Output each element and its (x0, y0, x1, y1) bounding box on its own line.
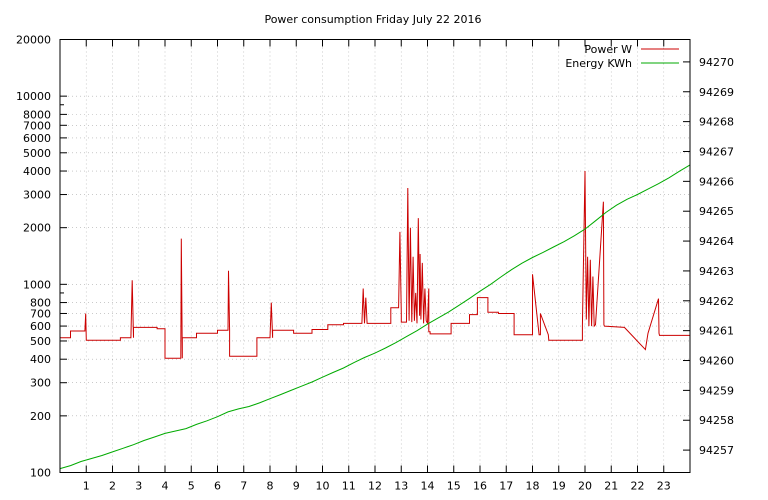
y2-tick-label: 94266 (699, 175, 734, 188)
x-tick-label: 17 (499, 480, 513, 493)
x-tick-label: 2 (109, 480, 116, 493)
y2-tick-label: 94270 (699, 56, 734, 69)
y2-tick-label: 94260 (699, 355, 734, 368)
y-tick-label: 5000 (23, 147, 51, 160)
legend: Power W Energy KWh (565, 43, 679, 70)
y2-tick-label: 94261 (699, 325, 734, 338)
y2-tick-label: 94257 (699, 444, 734, 457)
y2-tick-label: 94259 (699, 384, 734, 397)
y-tick-label: 100 (30, 467, 51, 480)
y2-tick-label: 94264 (699, 235, 734, 248)
y-tick-label: 7000 (23, 119, 51, 132)
x-tick-label: 1 (83, 480, 90, 493)
y2-tick-label: 94262 (699, 295, 734, 308)
y-tick-label: 300 (30, 377, 51, 390)
y2-tick-label: 94269 (699, 86, 734, 99)
y-tick-label: 3000 (23, 189, 51, 202)
x-tick-label: 12 (368, 480, 382, 493)
x-tick-label: 7 (240, 480, 247, 493)
y2-tick-label: 94268 (699, 116, 734, 129)
x-tick-label: 18 (526, 480, 540, 493)
x-tick-label: 4 (162, 480, 169, 493)
x-tick-label: 23 (657, 480, 671, 493)
y-tick-label: 4000 (23, 165, 51, 178)
grid (60, 39, 690, 473)
x-tick-label: 10 (316, 480, 330, 493)
y-tick-label: 600 (30, 320, 51, 333)
y-tick-label: 500 (30, 335, 51, 348)
x-tick-label: 19 (552, 480, 566, 493)
legend-label-power: Power W (584, 43, 632, 56)
y-tick-label: 8000 (23, 108, 51, 121)
y-tick-label: 6000 (23, 132, 51, 145)
y2-tick-label: 94263 (699, 265, 734, 278)
y2-tick-label: 94267 (699, 145, 734, 158)
y-tick-label: 10000 (16, 90, 51, 103)
x-tick-label: 9 (293, 480, 300, 493)
x-tick-label: 6 (214, 480, 221, 493)
y-tick-label: 1000 (23, 278, 51, 291)
x-tick-label: 14 (421, 480, 435, 493)
series-lines (59, 164, 691, 470)
x-tick-label: 8 (267, 480, 274, 493)
y-tick-label: 2000 (23, 222, 51, 235)
legend-label-energy: Energy KWh (565, 57, 632, 70)
y-tick-label: 200 (30, 410, 51, 423)
y-axis-right: 94257 94258 94259 94260 94261 94262 94263 94264… (683, 56, 734, 457)
y-tick-label: 20000 (16, 34, 51, 47)
power-series-line (60, 170, 690, 359)
y2-tick-label: 94265 (699, 205, 734, 218)
y2-tick-label: 94258 (699, 414, 734, 427)
x-tick-label: 15 (447, 480, 461, 493)
x-tick-label: 20 (578, 480, 592, 493)
chart-title: Power consumption Friday July 22 2016 (264, 13, 481, 26)
x-tick-label: 11 (342, 480, 356, 493)
x-tick-label: 21 (604, 480, 618, 493)
x-axis: 1 2 3 4 5 6 7 8 9 10 11 12 13 14 15 16 17 18 19 20 21 22 23 (83, 39, 671, 493)
y-tick-label: 400 (30, 353, 51, 366)
x-tick-label: 22 (631, 480, 645, 493)
y-tick-label: 800 (30, 297, 51, 310)
plot-frame (59, 39, 691, 473)
y-tick-label: 700 (30, 307, 51, 320)
x-tick-label: 5 (188, 480, 195, 493)
energy-series-line (59, 164, 691, 470)
x-tick-label: 16 (473, 480, 487, 493)
x-tick-label: 13 (394, 480, 408, 493)
x-tick-label: 3 (135, 480, 142, 493)
